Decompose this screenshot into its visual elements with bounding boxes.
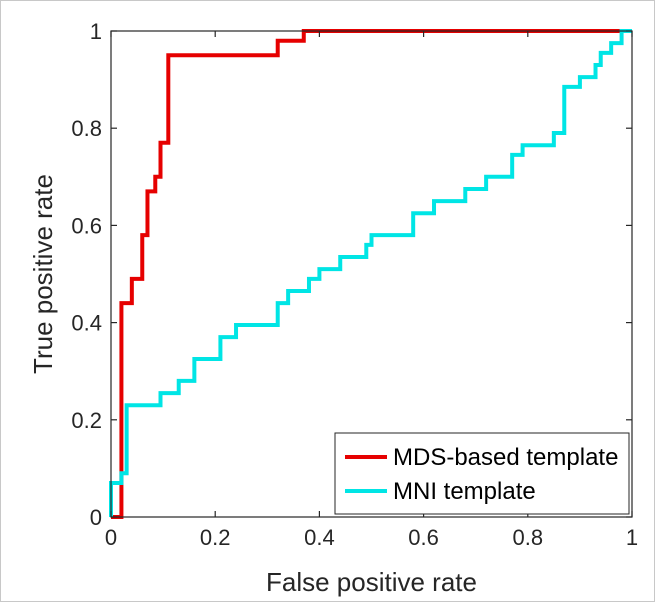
y-tick-label: 0.8 bbox=[71, 116, 102, 141]
y-tick-label: 1 bbox=[90, 19, 102, 44]
x-tick-label: 0.8 bbox=[513, 525, 544, 550]
series-line-0 bbox=[111, 29, 632, 519]
y-axis-label: True positive rate bbox=[28, 174, 58, 374]
x-tick-label: 0 bbox=[105, 525, 117, 550]
legend-label-0: MDS-based template bbox=[393, 444, 618, 471]
series-line-1 bbox=[109, 29, 632, 517]
x-tick-label: 0.6 bbox=[408, 525, 439, 550]
legend: MDS-based template MNI template bbox=[334, 432, 630, 515]
y-tick-label: 0.2 bbox=[71, 408, 102, 433]
y-tick-label: 0 bbox=[90, 505, 102, 530]
y-tick-label: 0.4 bbox=[71, 311, 102, 336]
x-tick-label: 0.4 bbox=[304, 525, 335, 550]
axes-layer: 0 0.2 0.4 0.6 0.8 1 0 0.2 0.4 0.6 0.8 1 bbox=[71, 19, 638, 550]
x-tick-label: 0.2 bbox=[200, 525, 231, 550]
y-tick-label: 0.6 bbox=[71, 213, 102, 238]
legend-label-1: MNI template bbox=[393, 478, 536, 505]
x-axis-label: False positive rate bbox=[266, 567, 477, 597]
series-layer bbox=[109, 29, 632, 519]
x-tick-label: 1 bbox=[626, 525, 638, 550]
axes-box bbox=[110, 30, 633, 518]
legend-box bbox=[334, 432, 630, 515]
